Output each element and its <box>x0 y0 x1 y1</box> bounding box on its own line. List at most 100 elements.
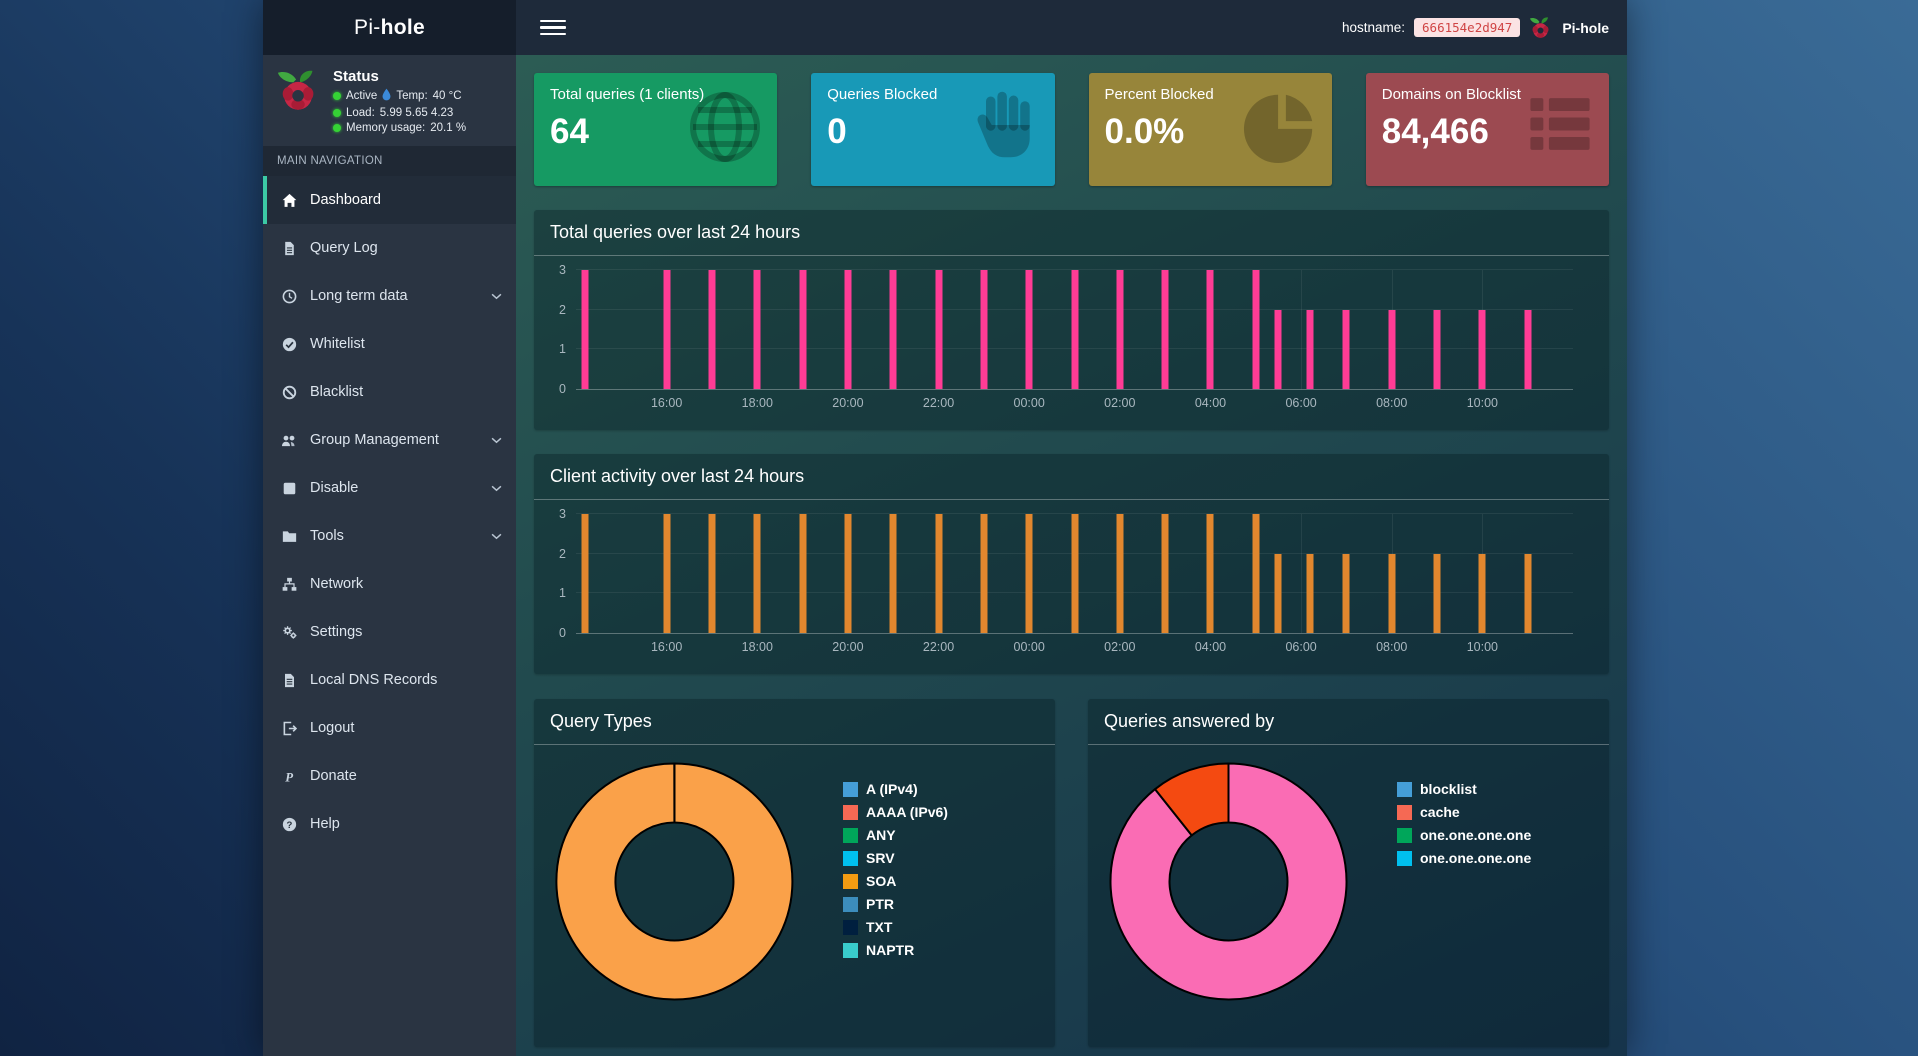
legend-item[interactable]: TXT <box>843 919 948 935</box>
bar[interactable] <box>844 270 852 389</box>
bar[interactable] <box>1306 309 1314 389</box>
bar[interactable] <box>1071 514 1078 633</box>
bar[interactable] <box>1116 514 1124 633</box>
legend-item[interactable]: SRV <box>843 850 948 866</box>
bar[interactable] <box>1025 270 1033 389</box>
temperature-icon <box>382 88 391 104</box>
sidebar-toggle-icon[interactable] <box>540 19 566 36</box>
x-axis-label: 10:00 <box>1466 396 1498 410</box>
sidebar-item-label: Long term data <box>310 288 408 304</box>
card-value: 64 <box>550 112 589 151</box>
bar[interactable] <box>708 514 716 633</box>
legend-item[interactable]: SOA <box>843 873 948 889</box>
bar[interactable] <box>889 270 897 389</box>
legend-label: blocklist <box>1420 781 1477 797</box>
bar[interactable] <box>1161 514 1169 633</box>
donut-slice[interactable] <box>555 762 794 1001</box>
bar[interactable] <box>980 514 988 633</box>
bar[interactable] <box>1306 553 1314 633</box>
bar[interactable] <box>581 514 589 633</box>
legend-item[interactable]: one.one.one.one <box>1397 850 1531 866</box>
legend-item[interactable]: blocklist <box>1397 781 1531 797</box>
bar[interactable] <box>1342 553 1350 633</box>
app-name[interactable]: Pi-hole <box>1562 19 1609 36</box>
bar[interactable] <box>663 514 671 633</box>
bar[interactable] <box>844 514 852 633</box>
sidebar-item-disable[interactable]: Disable <box>263 464 516 512</box>
hostname-badge: 666154e2d947 <box>1414 18 1521 37</box>
sidebar-item-query-log[interactable]: Query Log <box>263 224 516 272</box>
load-label: Load: <box>346 107 375 119</box>
bar[interactable] <box>799 270 807 389</box>
query-types-chart: A (IPv4) AAAA (IPv6) ANY SRV SOA PTR TXT NAPTR <box>534 745 1055 1009</box>
sidebar-item-blacklist[interactable]: Blacklist <box>263 368 516 416</box>
brand-logo[interactable]: Pi-hole <box>263 0 516 55</box>
sidebar-menu: Dashboard Query Log Long term data Whitelis… <box>263 176 516 848</box>
sidebar-item-whitelist[interactable]: Whitelist <box>263 320 516 368</box>
bar[interactable] <box>935 270 943 389</box>
layout: Status Active Temp: 40 °C Load: 5.99 5.6… <box>263 55 1627 1056</box>
bar[interactable] <box>753 270 761 389</box>
legend-swatch <box>843 873 858 889</box>
donut-slice[interactable] <box>1154 762 1230 837</box>
sidebar-item-donate[interactable]: P Donate <box>263 752 516 800</box>
legend-item[interactable]: ANY <box>843 827 948 843</box>
sidebar-item-dashboard[interactable]: Dashboard <box>263 176 516 224</box>
legend-item[interactable]: one.one.one.one <box>1397 827 1531 843</box>
legend-item[interactable]: A (IPv4) <box>843 781 948 797</box>
plot-area: 0 1 2 3 16:00 18:00 20:00 22:00 00:00 02:00 04:00 0… <box>559 507 1573 654</box>
bar[interactable] <box>1206 270 1214 389</box>
bar[interactable] <box>1342 309 1350 389</box>
bar[interactable] <box>1025 514 1033 633</box>
sidebar-item-logout[interactable]: Logout <box>263 704 516 752</box>
bar[interactable] <box>1274 553 1282 633</box>
bar[interactable] <box>581 270 589 389</box>
sidebar-item-settings[interactable]: Settings <box>263 608 516 656</box>
legend-swatch <box>843 781 858 797</box>
bar[interactable] <box>1524 553 1532 633</box>
legend-item[interactable]: AAAA (IPv6) <box>843 804 948 820</box>
sidebar-item-label: Local DNS Records <box>310 672 438 688</box>
bar[interactable] <box>1388 553 1396 633</box>
sidebar-item-label: Network <box>310 576 364 592</box>
legend-item[interactable]: NAPTR <box>843 942 948 958</box>
bar[interactable] <box>1388 309 1396 389</box>
bar[interactable] <box>663 270 671 389</box>
bar[interactable] <box>1478 553 1486 633</box>
donut-slice[interactable] <box>1109 762 1348 1001</box>
bar[interactable] <box>1433 309 1441 389</box>
bar[interactable] <box>708 270 716 389</box>
bar[interactable] <box>1252 514 1260 633</box>
card-value: 0 <box>827 112 847 151</box>
bar[interactable] <box>799 514 807 633</box>
bar[interactable] <box>935 514 943 633</box>
bar[interactable] <box>1433 553 1441 633</box>
legend-item[interactable]: cache <box>1397 804 1531 820</box>
sidebar-item-local-dns-records[interactable]: Local DNS Records <box>263 656 516 704</box>
sidebar-item-tools[interactable]: Tools <box>263 512 516 560</box>
legend-label: PTR <box>866 896 894 912</box>
bar[interactable] <box>1116 270 1124 389</box>
sidebar-item-network[interactable]: Network <box>263 560 516 608</box>
bar[interactable] <box>889 514 897 633</box>
bar[interactable] <box>1252 270 1260 389</box>
bar[interactable] <box>1524 309 1532 389</box>
bar[interactable] <box>1071 270 1078 389</box>
legend-item[interactable]: PTR <box>843 896 948 912</box>
sidebar-item-long-term-data[interactable]: Long term data <box>263 272 516 320</box>
sidebar-item-help[interactable]: ? Help <box>263 800 516 848</box>
sidebar-item-label: Logout <box>310 720 355 736</box>
bar[interactable] <box>1161 270 1169 389</box>
sidebar-item-label: Disable <box>310 480 359 496</box>
status-active-row: Active Temp: 40 °C <box>333 88 466 104</box>
bar[interactable] <box>1274 309 1282 389</box>
legend-swatch <box>1397 781 1412 797</box>
bar[interactable] <box>1206 514 1214 633</box>
users-icon <box>279 433 299 448</box>
home-icon <box>279 193 299 208</box>
bar[interactable] <box>1478 309 1486 389</box>
bar[interactable] <box>980 270 988 389</box>
sidebar-item-group-management[interactable]: Group Management <box>263 416 516 464</box>
x-axis-label: 06:00 <box>1285 396 1317 410</box>
bar[interactable] <box>753 514 761 633</box>
